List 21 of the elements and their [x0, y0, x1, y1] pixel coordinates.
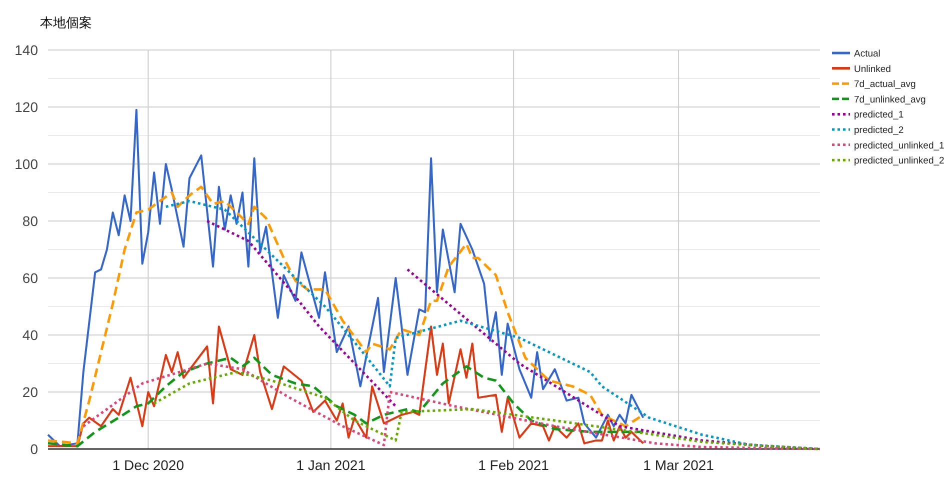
chart-title: 本地個案 — [40, 15, 92, 30]
legend-label: predicted_unlinked_1 — [854, 140, 944, 152]
legend-label: predicted_2 — [854, 125, 904, 136]
legend-label: predicted_1 — [854, 110, 904, 121]
legend-label: 7d_actual_avg — [854, 79, 916, 90]
y-tick-label: 120 — [14, 99, 38, 115]
x-tick-label: 1 Jan 2021 — [296, 457, 366, 473]
y-tick-label: 60 — [22, 270, 38, 286]
y-tick-label: 20 — [22, 384, 38, 400]
x-tick-label: 1 Feb 2021 — [478, 457, 550, 473]
legend-label: Actual — [854, 48, 880, 60]
y-tick-label: 80 — [22, 213, 38, 229]
x-tick-label: 1 Dec 2020 — [112, 457, 184, 473]
y-tick-label: 40 — [22, 327, 38, 343]
legend-label: Unlinked — [854, 64, 891, 75]
y-tick-label: 0 — [30, 441, 38, 457]
legend-label: 7d_unlinked_avg — [854, 94, 926, 106]
y-tick-label: 140 — [14, 42, 38, 58]
x-tick-label: 1 Mar 2021 — [643, 457, 714, 473]
y-tick-label: 100 — [14, 156, 38, 172]
legend-label: predicted_unlinked_2 — [854, 156, 944, 167]
